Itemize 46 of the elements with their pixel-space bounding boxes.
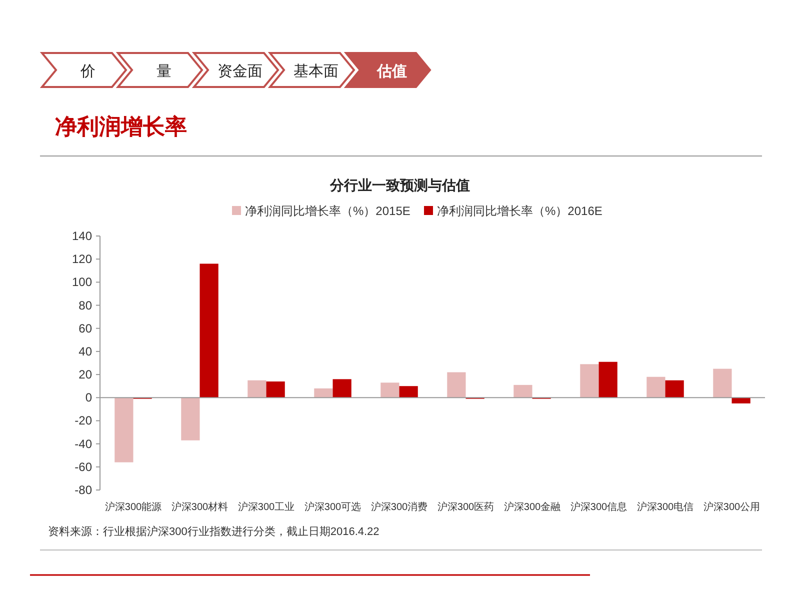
- bar: [447, 372, 466, 398]
- bar: [181, 398, 200, 440]
- bar: [514, 384, 532, 398]
- bar: [380, 382, 400, 398]
- y-tick-label: 20: [78, 368, 92, 382]
- legend-label: 净利润同比增长率（%）2016E: [437, 204, 602, 218]
- y-tick-label: 40: [78, 344, 92, 358]
- y-tick-label: -80: [74, 483, 92, 497]
- chart-title: 净利润增长率: [55, 114, 187, 139]
- bar: [580, 364, 599, 398]
- y-tick-label: 80: [78, 298, 92, 312]
- bar: [713, 368, 732, 398]
- bar: [399, 386, 418, 398]
- x-tick-label: 沪深300医药: [437, 501, 494, 513]
- y-tick-label: -40: [74, 436, 92, 451]
- tabs: 价 量 资金面 基本面 估值: [40, 52, 432, 88]
- text: 资料来源：行业根据沪深300行业指数进行分类，截止日期2016.4.22: [48, 525, 380, 538]
- bar: [732, 398, 750, 404]
- x-tick-label: 沪深300消费: [370, 501, 428, 513]
- bar: [114, 398, 134, 462]
- x-tick-label: 沪深300材料: [171, 501, 228, 513]
- y-tick-label: 60: [78, 321, 92, 336]
- legend-label: 净利润同比增长率（%）2015E: [245, 204, 410, 218]
- x-tick-label: 沪深300工业: [238, 501, 295, 513]
- bar: [266, 381, 285, 398]
- x-tick-label: 沪深300信息: [570, 501, 628, 513]
- y-tick-label: 100: [72, 275, 92, 290]
- x-tick-label: 沪深300金融: [504, 501, 561, 513]
- y-tick-label: 120: [72, 252, 92, 266]
- bar: [646, 376, 666, 398]
- y-tick-label: 140: [72, 229, 92, 243]
- y-tick-label: -20: [74, 414, 92, 428]
- bar: [665, 380, 684, 398]
- plot: -80 -60 -40 -20 0 20 40 60 80 100 120 140 沪深300能源 沪深300材料 沪深300工业 沪深300可选 沪深300消费 沪深300医药 沪深300金融 沪深300信息 沪深300电信 沪深300公用: [72, 229, 766, 513]
- bar: [332, 379, 352, 398]
- bar: [314, 388, 333, 398]
- bar: [248, 380, 266, 398]
- x-tick-label: 沪深300电信: [636, 501, 694, 513]
- chart-subtitle: 分行业一致预测与估值: [329, 177, 470, 193]
- y-tick-label: -60: [74, 460, 92, 474]
- bar: [200, 264, 218, 398]
- bar: [598, 362, 618, 398]
- x-tick-label: 沪深300公用: [703, 501, 760, 513]
- y-tick-label: 0: [85, 390, 92, 405]
- x-tick-label: 沪深300可选: [304, 501, 362, 513]
- x-tick-label: 沪深300能源: [104, 501, 162, 513]
